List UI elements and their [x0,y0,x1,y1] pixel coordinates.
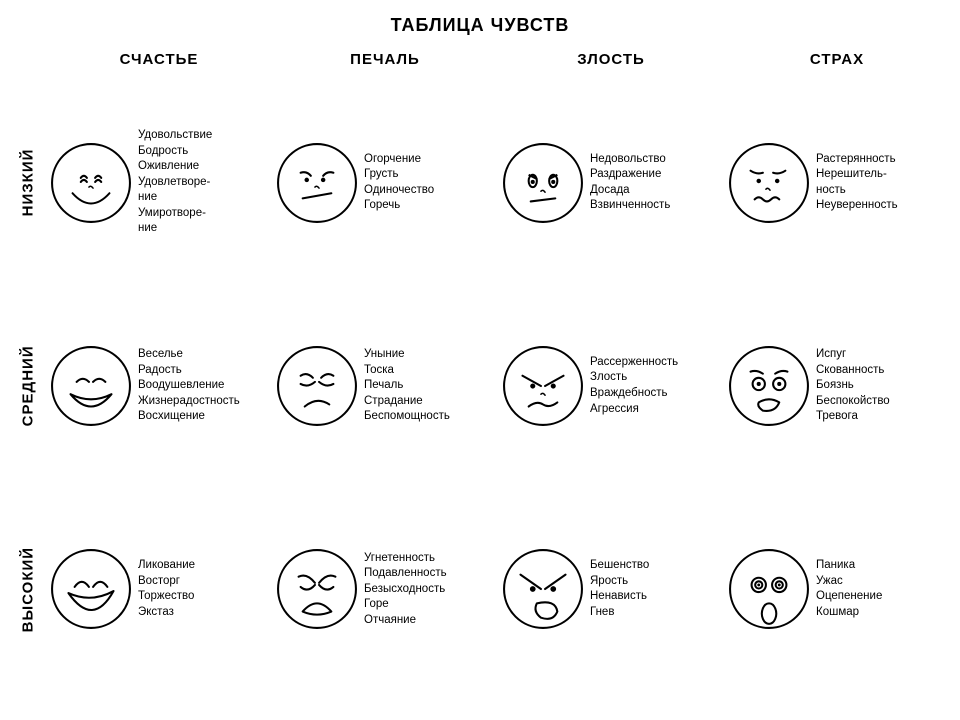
face-icon [276,548,358,630]
face-icon [728,345,810,427]
cell-low-fear: Растерянность Нерешитель- ность Неуверен… [724,81,950,284]
cell-med-anger: Рассерженность Злость Враждебность Агрес… [498,284,724,487]
word-list: Испуг Скованность Боязнь Беспокойство Тр… [810,347,946,425]
word-list: Бешенство Ярость Ненависть Гнев [584,558,720,620]
face-icon [50,345,132,427]
feelings-grid: СЧАСТЬЕ ПЕЧАЛЬ ЗЛОСТЬ СТРАХ НИЗКИЙ Удово… [10,51,950,691]
col-header-happiness: СЧАСТЬЕ [46,51,272,81]
page-title: ТАБЛИЦА ЧУВСТВ [10,15,950,36]
face-icon [728,548,810,630]
row-header-low: НИЗКИЙ [10,81,46,284]
cell-high-anger: Бешенство Ярость Ненависть Гнев [498,488,724,691]
row-header-high: ВЫСОКИЙ [10,488,46,691]
cell-high-sadness: Угнетенность Подавленность Безысходность… [272,488,498,691]
word-list: Веселье Радость Воодушевление Жизнерадос… [132,347,268,425]
row-header-medium: СРЕДНИЙ [10,284,46,487]
word-list: Уныние Тоска Печаль Страдание Беспомощно… [358,347,494,425]
face-icon [50,142,132,224]
cell-med-happiness: Веселье Радость Воодушевление Жизнерадос… [46,284,272,487]
word-list: Паника Ужас Оцепенение Кошмар [810,558,946,620]
col-header-sadness: ПЕЧАЛЬ [272,51,498,81]
word-list: Рассерженность Злость Враждебность Агрес… [584,355,720,417]
cell-high-happiness: Ликование Восторг Торжество Экстаз [46,488,272,691]
cell-low-happiness: Удовольствие Бодрость Оживление Удовлетв… [46,81,272,284]
face-icon [276,142,358,224]
cell-low-anger: Недовольство Раздражение Досада Взвинчен… [498,81,724,284]
face-icon [50,548,132,630]
word-list: Угнетенность Подавленность Безысходность… [358,551,494,629]
cell-high-fear: Паника Ужас Оцепенение Кошмар [724,488,950,691]
face-icon [276,345,358,427]
word-list: Растерянность Нерешитель- ность Неуверен… [810,152,946,214]
cell-low-sadness: Огорчение Грусть Одиночество Горечь [272,81,498,284]
word-list: Ликование Восторг Торжество Экстаз [132,558,268,620]
face-icon [502,548,584,630]
face-icon [502,142,584,224]
col-header-anger: ЗЛОСТЬ [498,51,724,81]
cell-med-fear: Испуг Скованность Боязнь Беспокойство Тр… [724,284,950,487]
word-list: Огорчение Грусть Одиночество Горечь [358,152,494,214]
cell-med-sadness: Уныние Тоска Печаль Страдание Беспомощно… [272,284,498,487]
face-icon [502,345,584,427]
col-header-fear: СТРАХ [724,51,950,81]
word-list: Недовольство Раздражение Досада Взвинчен… [584,152,720,214]
face-icon [728,142,810,224]
word-list: Удовольствие Бодрость Оживление Удовлетв… [132,128,268,237]
grid-corner [10,51,46,81]
